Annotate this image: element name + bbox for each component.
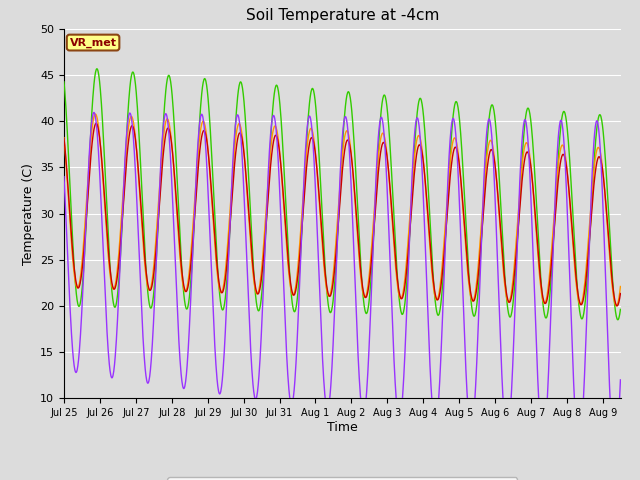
Tair <box>90 109 98 115</box>
Tsoil set 3 <box>271 84 279 90</box>
Tsoil set 2 <box>221 272 228 278</box>
Tsoil set 2 <box>616 284 624 289</box>
Tair <box>221 337 228 343</box>
Tsoil set 1 <box>92 120 100 126</box>
Tsoil set 1 <box>171 176 179 181</box>
Tsoil set 2 <box>481 168 489 174</box>
Tsoil set 3 <box>93 66 100 72</box>
Tair <box>611 450 619 456</box>
Tsoil set 3 <box>171 131 179 137</box>
Legend: Tair, Tsoil set 1, Tsoil set 2, Tsoil set 3: Tair, Tsoil set 1, Tsoil set 2, Tsoil se… <box>167 478 518 480</box>
Tsoil set 2 <box>271 123 279 129</box>
Tsoil set 2 <box>612 303 620 309</box>
Tsoil set 2 <box>60 135 68 141</box>
Tsoil set 2 <box>171 180 179 186</box>
Tsoil set 1 <box>161 142 168 147</box>
Tsoil set 2 <box>92 111 99 117</box>
Tsoil set 1 <box>613 303 621 309</box>
Tsoil set 1 <box>616 291 624 297</box>
Tair <box>161 115 168 121</box>
Tsoil set 3 <box>161 106 168 112</box>
X-axis label: Time: Time <box>327 421 358 434</box>
Tsoil set 2 <box>543 292 551 298</box>
Tair <box>543 400 551 406</box>
Y-axis label: Temperature (C): Temperature (C) <box>22 163 35 264</box>
Tsoil set 1 <box>481 184 489 190</box>
Tsoil set 3 <box>60 79 68 85</box>
Tair <box>171 248 179 253</box>
Tsoil set 3 <box>221 299 228 304</box>
Line: Tsoil set 2: Tsoil set 2 <box>64 114 620 306</box>
Title: Soil Temperature at -4cm: Soil Temperature at -4cm <box>246 9 439 24</box>
Text: VR_met: VR_met <box>70 37 116 48</box>
Tsoil set 3 <box>543 313 551 319</box>
Tair <box>271 120 279 126</box>
Tsoil set 1 <box>543 297 551 302</box>
Tair <box>616 377 624 383</box>
Tsoil set 2 <box>161 127 168 133</box>
Line: Tsoil set 3: Tsoil set 3 <box>64 69 620 320</box>
Tsoil set 1 <box>271 132 279 138</box>
Tair <box>481 149 489 155</box>
Tsoil set 3 <box>614 317 621 323</box>
Tsoil set 3 <box>616 307 624 312</box>
Tsoil set 3 <box>481 167 489 173</box>
Tsoil set 1 <box>60 135 68 141</box>
Tsoil set 1 <box>221 279 228 285</box>
Tair <box>60 174 68 180</box>
Line: Tair: Tair <box>64 112 620 453</box>
Line: Tsoil set 1: Tsoil set 1 <box>64 123 620 306</box>
